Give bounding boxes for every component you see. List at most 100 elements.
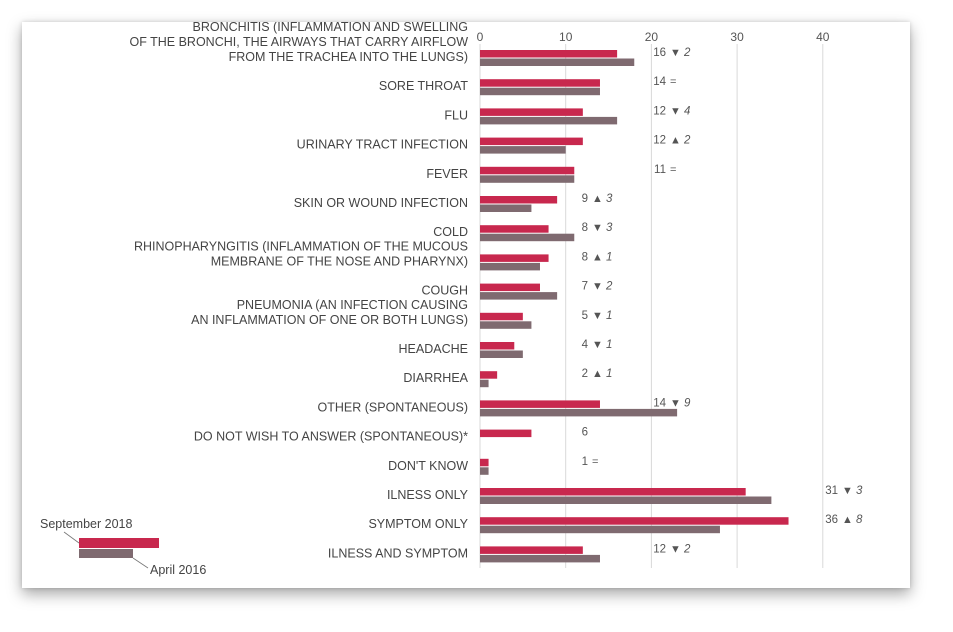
bar-apr-2016 — [480, 350, 523, 358]
category-label: FEVER — [426, 167, 468, 181]
annotation-symbol: ▲ — [592, 193, 603, 205]
legend-label-apr-2016: April 2016 — [150, 563, 206, 577]
annotation-value: 14 — [653, 76, 666, 88]
category-label: COLD — [433, 225, 468, 239]
bar-apr-2016 — [480, 408, 678, 417]
annotation-symbol: ▼ — [592, 281, 603, 293]
category-label: OTHER (SPONTANEOUS) — [318, 400, 468, 414]
category-label: URINARY TRACT INFECTION — [297, 138, 468, 152]
annotation-symbol: ▼ — [842, 485, 853, 497]
chart-frame: 0 10 20 30 40 BRONCHITIS (INFLAMMATION AND SW… — [22, 22, 910, 588]
bar-sep-2018 — [480, 342, 515, 350]
category-label: HEADACHE — [399, 342, 468, 356]
bar-apr-2016 — [480, 87, 600, 96]
annotation-change: 1 — [606, 368, 612, 380]
annotation-change: 9 — [684, 397, 691, 409]
legend-leader-1 — [63, 531, 80, 544]
annotation-value: 14 — [653, 397, 666, 409]
annotation-symbol: = — [670, 76, 676, 88]
legend-swatch-sep-2018 — [79, 538, 159, 548]
annotation-change: 1 — [606, 339, 612, 351]
bar-apr-2016 — [480, 116, 618, 125]
category-label: ILNESS ONLY — [387, 488, 469, 502]
annotation-symbol: = — [670, 164, 676, 176]
bar-apr-2016 — [480, 58, 635, 66]
bar-apr-2016 — [480, 233, 575, 242]
category-label: ILNESS AND SYMPTOM — [328, 546, 468, 560]
annotation-value: 4 — [582, 339, 589, 351]
bar-sep-2018 — [480, 79, 600, 87]
bar-apr-2016 — [480, 204, 532, 212]
annotation-change: 2 — [683, 47, 691, 59]
bar-apr-2016 — [480, 262, 540, 271]
annotation-symbol: ▼ — [670, 47, 681, 59]
category-label: MEMBRANE OF THE NOSE AND PHARYNX) — [211, 254, 468, 268]
annotation-value: 12 — [653, 135, 666, 147]
bar-sep-2018 — [480, 312, 523, 321]
annotation-value: 8 — [582, 222, 588, 234]
annotation-symbol: ▼ — [670, 105, 681, 117]
annotation-value: 11 — [654, 164, 666, 176]
annotation-value: 12 — [653, 105, 666, 117]
bar-sep-2018 — [480, 108, 583, 116]
bar-sep-2018 — [480, 400, 600, 408]
annotation-change: 3 — [606, 222, 613, 234]
category-label: DIARRHEA — [403, 371, 468, 385]
bar-sep-2018 — [480, 137, 583, 146]
annotation-change: 3 — [856, 485, 863, 497]
category-label: COUGH — [421, 284, 468, 298]
annotation-value: 16 — [653, 47, 666, 59]
bar-sep-2018 — [480, 225, 549, 233]
annotation-value: 9 — [582, 193, 588, 205]
x-tick-label: 10 — [559, 30, 573, 44]
legend-label-sep-2018: September 2018 — [40, 517, 132, 531]
category-label: BRONCHITIS (INFLAMMATION AND SWELLING — [193, 22, 469, 34]
bar-apr-2016 — [480, 467, 489, 475]
category-label: FROM THE TRACHEA INTO THE LUNGS) — [229, 50, 468, 64]
annotation-symbol: ▼ — [592, 222, 603, 234]
category-label: SKIN OR WOUND INFECTION — [294, 196, 468, 210]
bar-sep-2018 — [480, 488, 746, 496]
annotation-symbol: ▲ — [842, 514, 853, 526]
annotation-change: 8 — [856, 514, 863, 526]
annotation-symbol: = — [592, 456, 598, 468]
annotation-symbol: ▲ — [670, 135, 681, 147]
category-label: DO NOT WISH TO ANSWER (SPONTANEOUS)* — [194, 430, 468, 444]
bar-apr-2016 — [480, 146, 566, 154]
annotation-value: 1 — [582, 456, 588, 468]
x-tick-label: 20 — [645, 30, 659, 44]
bar-sep-2018 — [480, 517, 789, 525]
bar-sep-2018 — [480, 546, 583, 554]
annotation-symbol: ▼ — [592, 310, 603, 322]
annotation-symbol: ▼ — [670, 543, 681, 555]
category-label: FLU — [444, 108, 468, 122]
category-label: AN INFLAMMATION OF ONE OR BOTH LUNGS) — [191, 313, 468, 327]
bar-sep-2018 — [480, 254, 549, 262]
annotation-value: 36 — [825, 514, 838, 526]
legend-swatch-apr-2016 — [79, 549, 133, 558]
bar-sep-2018 — [480, 283, 540, 292]
bar-sep-2018 — [480, 166, 575, 175]
category-label: PNEUMONIA (AN INFECTION CAUSING — [237, 298, 468, 312]
category-label: SYMPTOM ONLY — [368, 517, 468, 531]
annotation-value: 8 — [582, 251, 588, 263]
annotation-value: 5 — [582, 310, 588, 322]
bar-apr-2016 — [480, 379, 489, 388]
annotation-change: 4 — [684, 105, 690, 117]
bar-apr-2016 — [480, 525, 720, 534]
annotation-value: 12 — [653, 543, 666, 555]
bar-sep-2018 — [480, 429, 532, 438]
bar-apr-2016 — [480, 321, 532, 329]
annotation-value: 7 — [582, 281, 588, 293]
bar-chart: 0 10 20 30 40 BRONCHITIS (INFLAMMATION AND SW… — [40, 22, 863, 577]
annotation-symbol: ▼ — [592, 339, 603, 351]
annotation-symbol: ▲ — [592, 251, 603, 263]
bar-sep-2018 — [480, 196, 558, 204]
bar-apr-2016 — [480, 175, 575, 183]
annotation-symbol: ▼ — [670, 397, 681, 409]
annotation-change: 3 — [606, 193, 613, 205]
bar-apr-2016 — [480, 496, 772, 504]
category-label: OF THE BRONCHI, THE AIRWAYS THAT CARRY A… — [130, 35, 469, 49]
annotation-change: 1 — [606, 310, 612, 322]
annotation-value: 6 — [582, 427, 588, 439]
